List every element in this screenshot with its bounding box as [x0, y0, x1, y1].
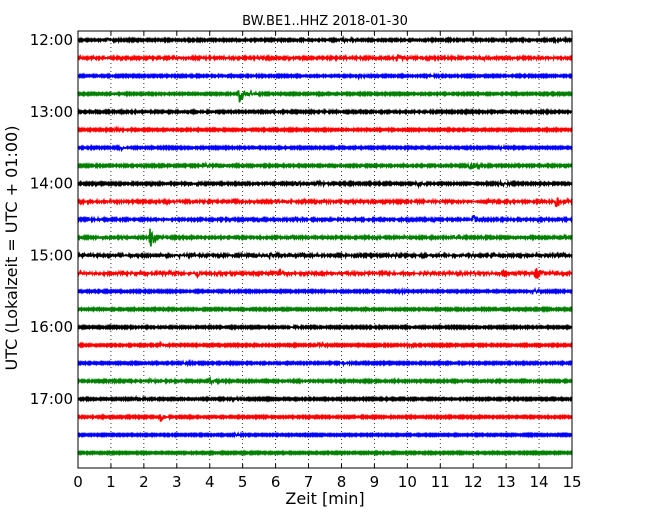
trace-1245	[77, 88, 573, 103]
y-tick-label: 15:00	[30, 246, 73, 264]
trace-1330	[77, 143, 573, 153]
y-tick-label: 12:00	[30, 31, 73, 49]
x-tick-label: 9	[370, 473, 380, 491]
x-tick-label: 5	[238, 473, 248, 491]
x-tick-label: 15	[562, 473, 581, 491]
x-tick-label: 8	[337, 473, 347, 491]
x-axis: 0 1 2 3 4 5 6 7 8 9 10 11 12 13 14 15	[73, 31, 582, 491]
trace-1430	[77, 215, 573, 224]
x-tick-label: 13	[497, 473, 516, 491]
y-axis-label: UTC (Lokalzeit = UTC + 01:00)	[2, 126, 21, 371]
y-tick-label: 14:00	[30, 175, 73, 193]
trace-1745	[77, 449, 573, 457]
grid-lines	[110, 31, 540, 468]
x-axis-label: Zeit [min]	[285, 489, 364, 508]
x-tick-label: 0	[73, 473, 83, 491]
plot-frame	[77, 30, 573, 469]
y-tick-label: 13:00	[30, 103, 73, 121]
x-tick-label: 12	[464, 473, 483, 491]
trace-1515	[77, 268, 573, 280]
x-tick-label: 3	[172, 473, 182, 491]
trace-1300	[77, 107, 573, 116]
trace-1645	[77, 375, 573, 386]
trace-1315	[77, 125, 573, 134]
x-tick-label: 14	[530, 473, 549, 491]
trace-1730	[77, 430, 573, 439]
x-tick-label: 1	[106, 473, 116, 491]
trace-1545	[77, 305, 573, 314]
trace-1615	[77, 340, 573, 350]
trace-1530	[77, 286, 573, 296]
trace-1400	[77, 178, 573, 190]
x-tick-label: 4	[205, 473, 215, 491]
trace-1600	[77, 323, 573, 332]
trace-1700	[77, 394, 573, 403]
trace-1215	[77, 53, 573, 63]
x-tick-label: 6	[271, 473, 281, 491]
trace-1445	[77, 228, 573, 247]
y-axis: 12:00 13:00 14:00 15:00 16:00 17:00	[30, 31, 572, 408]
x-tick-label: 10	[398, 473, 417, 491]
trace-1230	[77, 71, 573, 81]
trace-1345	[77, 161, 573, 171]
trace-group	[77, 34, 573, 457]
x-tick-label: 7	[304, 473, 314, 491]
chart-title: BW.BE1..HHZ 2018-01-30	[242, 14, 408, 29]
trace-1715	[77, 413, 573, 423]
trace-1630	[77, 358, 573, 368]
y-tick-label: 17:00	[30, 390, 73, 408]
x-tick-label: 11	[431, 473, 450, 491]
trace-1200	[77, 34, 573, 45]
trace-1500	[77, 250, 573, 261]
trace-1415	[77, 196, 573, 208]
x-tick-label: 2	[139, 473, 149, 491]
y-tick-label: 16:00	[30, 318, 73, 336]
